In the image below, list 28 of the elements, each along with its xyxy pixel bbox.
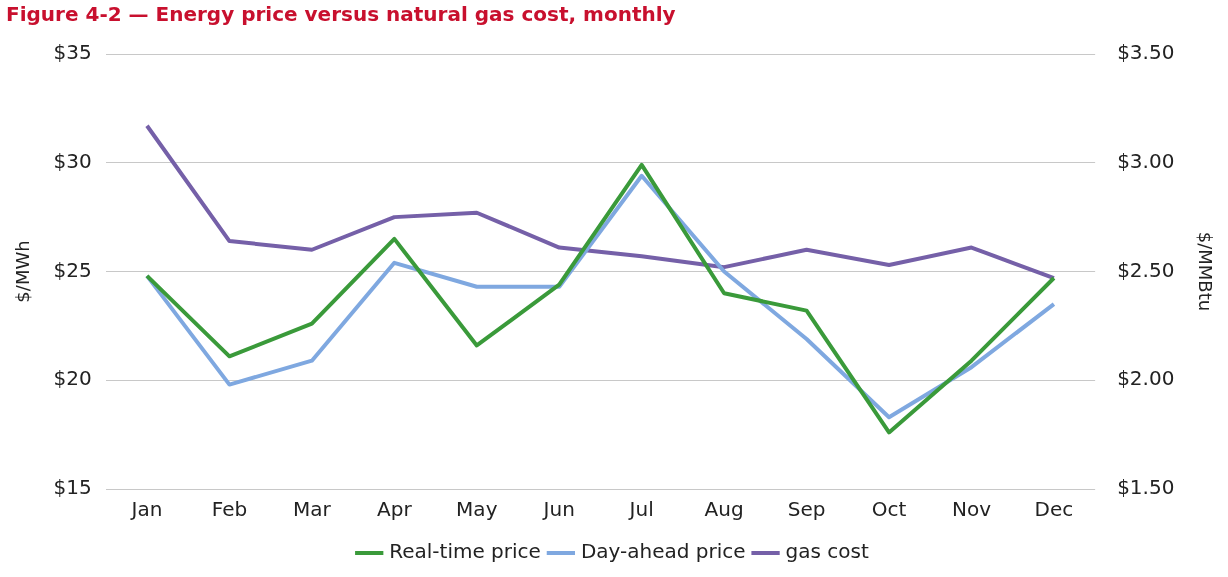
x-tick-label: Sep [787, 497, 826, 522]
y-tick-label: $20 [53, 366, 92, 391]
x-tick-label: Nov [951, 497, 992, 522]
chart-title: Figure 4-2 — Energy price versus natural gas cost, monthly [6, 2, 677, 28]
x-tick-label: Aug [704, 497, 744, 522]
legend-label: gas cost [785, 539, 869, 564]
y-tick-label: $25 [53, 257, 92, 282]
y-tick-label: $15 [53, 475, 92, 500]
y2-tick-label: $3.50 [1117, 40, 1175, 65]
legend-label: Day-ahead price [580, 539, 746, 564]
y2-axis-title: $/MMBtu [1194, 231, 1216, 312]
x-tick-label: Feb [211, 497, 248, 522]
x-tick-label: Oct [871, 497, 907, 522]
x-tick-label: Apr [377, 497, 413, 522]
x-tick-label: Dec [1034, 497, 1074, 522]
y2-tick-label: $2.00 [1117, 366, 1175, 391]
x-tick-label: Jul [627, 497, 654, 522]
x-tick-label: Jun [541, 497, 575, 522]
y-axis-title: $/MWh [12, 240, 34, 303]
y-tick-label: $30 [53, 148, 92, 173]
x-tick-label: Mar [293, 497, 332, 522]
x-tick-label: May [456, 497, 498, 522]
y2-tick-label: $1.50 [1117, 475, 1175, 500]
y-tick-label: $35 [53, 40, 92, 65]
legend-label: Real-time price [389, 539, 541, 564]
y2-tick-label: $3.00 [1117, 148, 1175, 173]
y2-tick-label: $2.50 [1117, 257, 1175, 282]
x-tick-label: Jan [129, 497, 163, 522]
